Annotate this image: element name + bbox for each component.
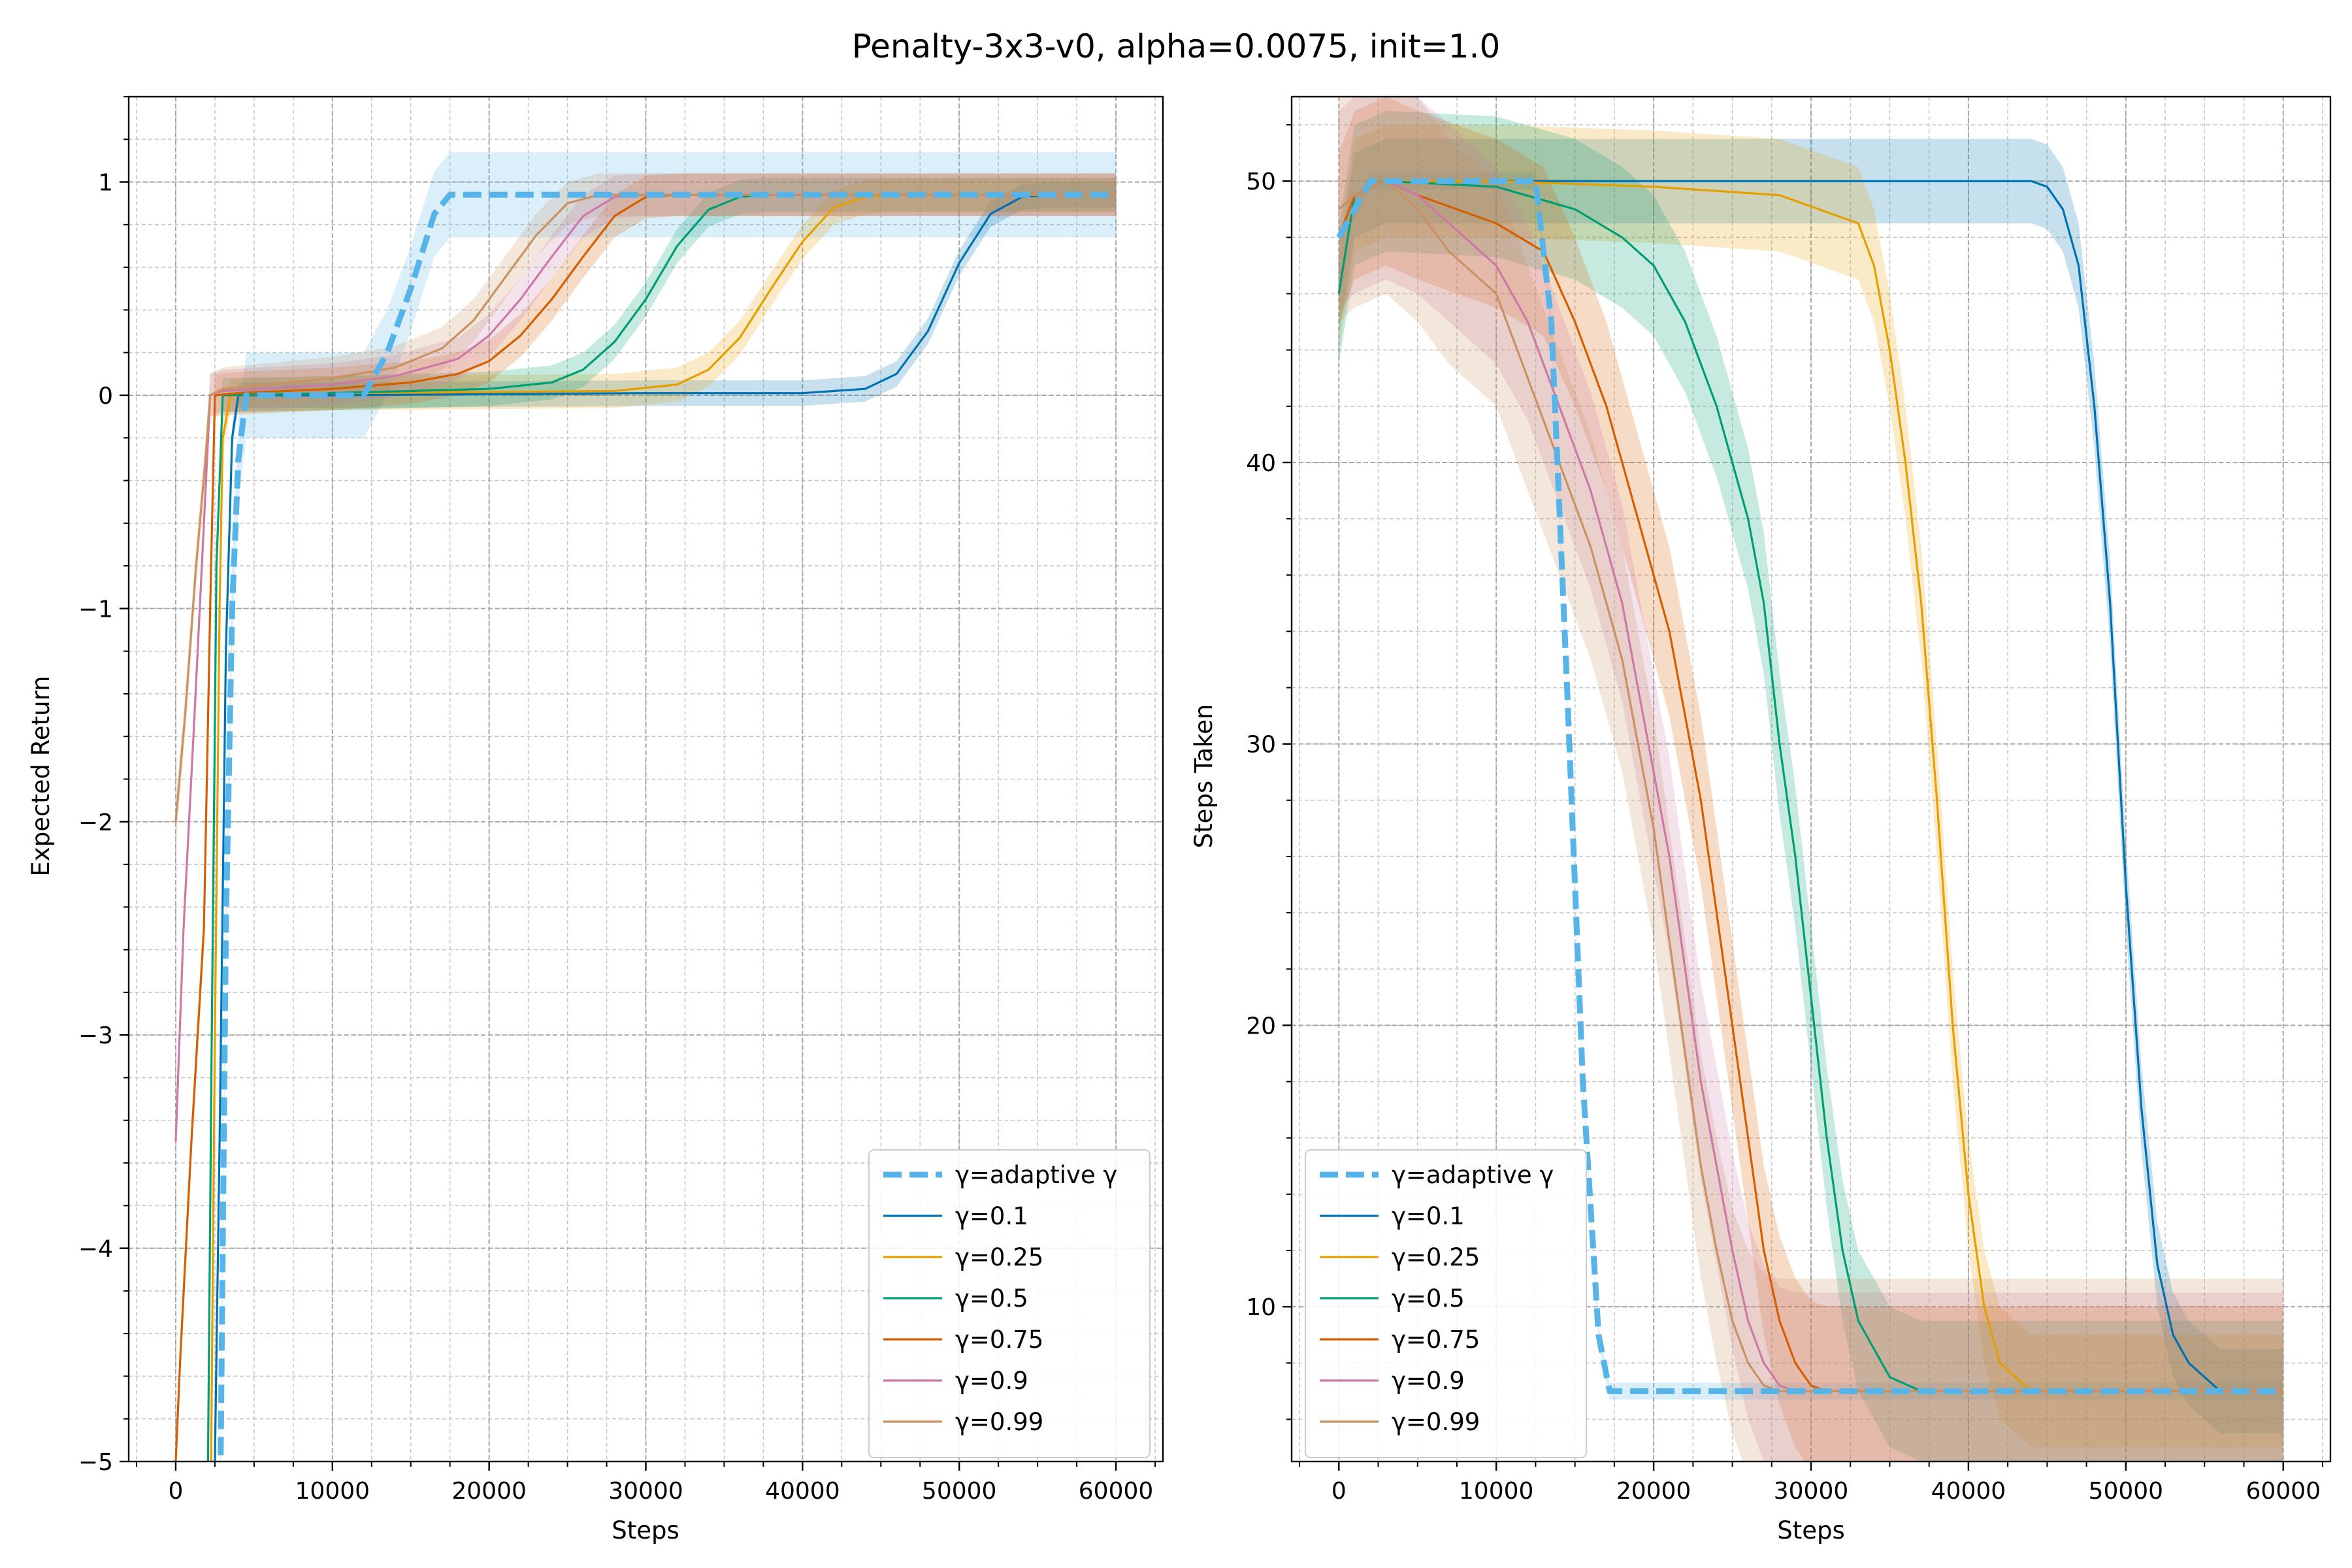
legend-label: γ=adaptive γ [1392, 1161, 1554, 1189]
x-tick-label: 40000 [765, 1478, 840, 1505]
x-ticks: 0 10000 20000 30000 40000 50000 60000 [1299, 1462, 2323, 1505]
x-tick-label: 0 [1331, 1478, 1347, 1505]
x-tick-label: 20000 [1616, 1478, 1691, 1505]
legend-label: γ=adaptive γ [955, 1161, 1117, 1189]
series-line-1 [214, 193, 1117, 1462]
x-tick-label: 10000 [295, 1478, 370, 1505]
legend-label: γ=0.1 [955, 1202, 1028, 1230]
x-tick-label: 30000 [1774, 1478, 1849, 1505]
right-ylabel: Steps Taken [1190, 704, 1218, 849]
series-group [174, 152, 1117, 1462]
x-tick-label: 60000 [1079, 1478, 1154, 1505]
x-tick-label: 50000 [922, 1478, 997, 1505]
series-band-3 [1339, 110, 2283, 1462]
series-line-3 [206, 193, 1117, 1462]
legend-label: γ=0.9 [955, 1367, 1028, 1395]
series-line-6 [174, 193, 1117, 822]
series-line-1 [1337, 180, 2283, 1392]
x-tick-label: 0 [169, 1478, 184, 1505]
series-line-5 [174, 193, 1117, 1142]
series-line-5 [1338, 180, 2283, 1392]
series-band-6 [1339, 97, 2283, 1462]
x-tick-label: 60000 [2246, 1478, 2321, 1505]
x-tick-label: 30000 [608, 1478, 683, 1505]
y-tick-label: 40 [1246, 450, 1276, 477]
legend-label: γ=0.5 [1392, 1284, 1465, 1313]
series-band-5 [1339, 97, 2283, 1462]
series-line-0 [218, 191, 1117, 1462]
legend-label: γ=0.75 [955, 1326, 1043, 1354]
y-ticks: −5 −4 −3 −2 −1 0 1 [78, 96, 129, 1476]
x-tick-label: 50000 [2089, 1478, 2164, 1505]
series-band-4 [1339, 97, 2283, 1462]
series-line-4 [174, 193, 1117, 1462]
legend: γ=adaptive γ γ=0.1 γ=0.25 γ=0.5 γ=0.75 γ=0.9 γ… [868, 1149, 1151, 1458]
y-tick-label: −3 [78, 1022, 113, 1049]
y-tick-label: 1 [98, 170, 113, 197]
y-tick-label: 50 [1246, 169, 1276, 195]
left-ylabel: Expected Return [27, 676, 55, 876]
left-plot-area: 0 10000 20000 30000 40000 50000 60000−5−4−3−2−… [78, 95, 1164, 1505]
x-tick-label: 40000 [1931, 1478, 2006, 1505]
left-panel: Expected Return Steps 0 10000 20000 30000 40… [27, 95, 1164, 1544]
x-tick-label: 10000 [1459, 1478, 1534, 1505]
series-line-3 [1337, 180, 2283, 1392]
series-group [1336, 97, 2283, 1462]
y-tick-label: 0 [98, 383, 113, 410]
y-tick-label: −4 [78, 1236, 113, 1263]
y-tick-label: 30 [1246, 732, 1276, 759]
grid [1292, 97, 2330, 1462]
legend-label: γ=0.5 [955, 1284, 1028, 1313]
right-panel: Steps Taken Steps 0 10000 20000 30000 40000 5… [1190, 95, 2332, 1544]
series-line-2 [210, 193, 1117, 1462]
legend-label: γ=0.99 [1392, 1408, 1480, 1436]
y-tick-label: −5 [78, 1449, 113, 1476]
y-tick-label: 10 [1246, 1294, 1276, 1321]
y-tick-label: 20 [1246, 1013, 1276, 1039]
legend-label: γ=0.99 [955, 1408, 1043, 1436]
legend-label: γ=0.25 [955, 1243, 1043, 1271]
legend-label: γ=0.25 [1392, 1243, 1480, 1271]
right-plot-area: 0 10000 20000 30000 40000 50000 60000 10 20 30 40 5… [1246, 95, 2332, 1505]
y-tick-label: −2 [78, 809, 113, 836]
series-line-6 [1338, 180, 2283, 1392]
series-line-0 [1336, 178, 2283, 1394]
legend-label: γ=0.75 [1392, 1326, 1480, 1354]
left-xlabel: Steps [612, 1516, 679, 1544]
series-band-6 [175, 173, 1117, 843]
y-tick-label: −1 [78, 596, 113, 623]
legend: γ=adaptive γ γ=0.1 γ=0.25 γ=0.5 γ=0.75 γ=0.9 γ… [1305, 1149, 1587, 1458]
x-tick-label: 20000 [451, 1478, 527, 1505]
figure-title: Penalty-3x3-v0, alpha=0.0075, init=1.0 [852, 27, 1501, 65]
x-ticks: 0 10000 20000 30000 40000 50000 60000 [135, 1462, 1156, 1505]
right-xlabel: Steps [1777, 1516, 1845, 1544]
series-line-4 [1337, 180, 2283, 1392]
y-ticks: 10 20 30 40 50 [1246, 124, 1292, 1420]
legend-label: γ=0.1 [1392, 1202, 1465, 1230]
legend-label: γ=0.9 [1392, 1367, 1465, 1395]
